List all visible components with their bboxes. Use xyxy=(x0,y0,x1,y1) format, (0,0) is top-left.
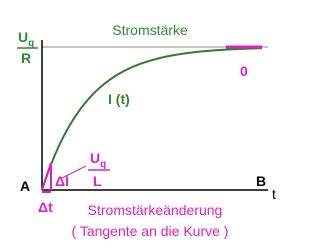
connector xyxy=(61,165,87,179)
delta-t: Δt xyxy=(38,199,53,215)
curve xyxy=(41,47,263,191)
title: Stromstärke xyxy=(112,22,188,38)
subscript: q xyxy=(28,38,34,49)
end-label: B xyxy=(256,173,266,189)
slope-numerator: Uq xyxy=(90,150,106,170)
caption: Stromstärkeänderung xyxy=(88,202,223,218)
diagram: Stromstärke Uq R I (t) 0 A B t ΔI Uq L Δ… xyxy=(17,22,276,239)
tangent-start xyxy=(41,162,52,191)
origin-label: A xyxy=(20,178,30,194)
subscript: q xyxy=(100,159,106,170)
y-label-numerator: Uq xyxy=(18,29,34,49)
symbol: U xyxy=(90,150,100,166)
delta-i: ΔI xyxy=(55,173,69,189)
slope-denominator: L xyxy=(93,173,102,189)
end-slope: 0 xyxy=(240,63,248,79)
symbol: U xyxy=(18,29,28,45)
curve-label: I (t) xyxy=(108,91,130,107)
x-axis-label: t xyxy=(272,186,276,202)
caption-note: ( Tangente an die Kurve ) xyxy=(72,223,229,239)
y-label-denominator: R xyxy=(21,50,31,66)
